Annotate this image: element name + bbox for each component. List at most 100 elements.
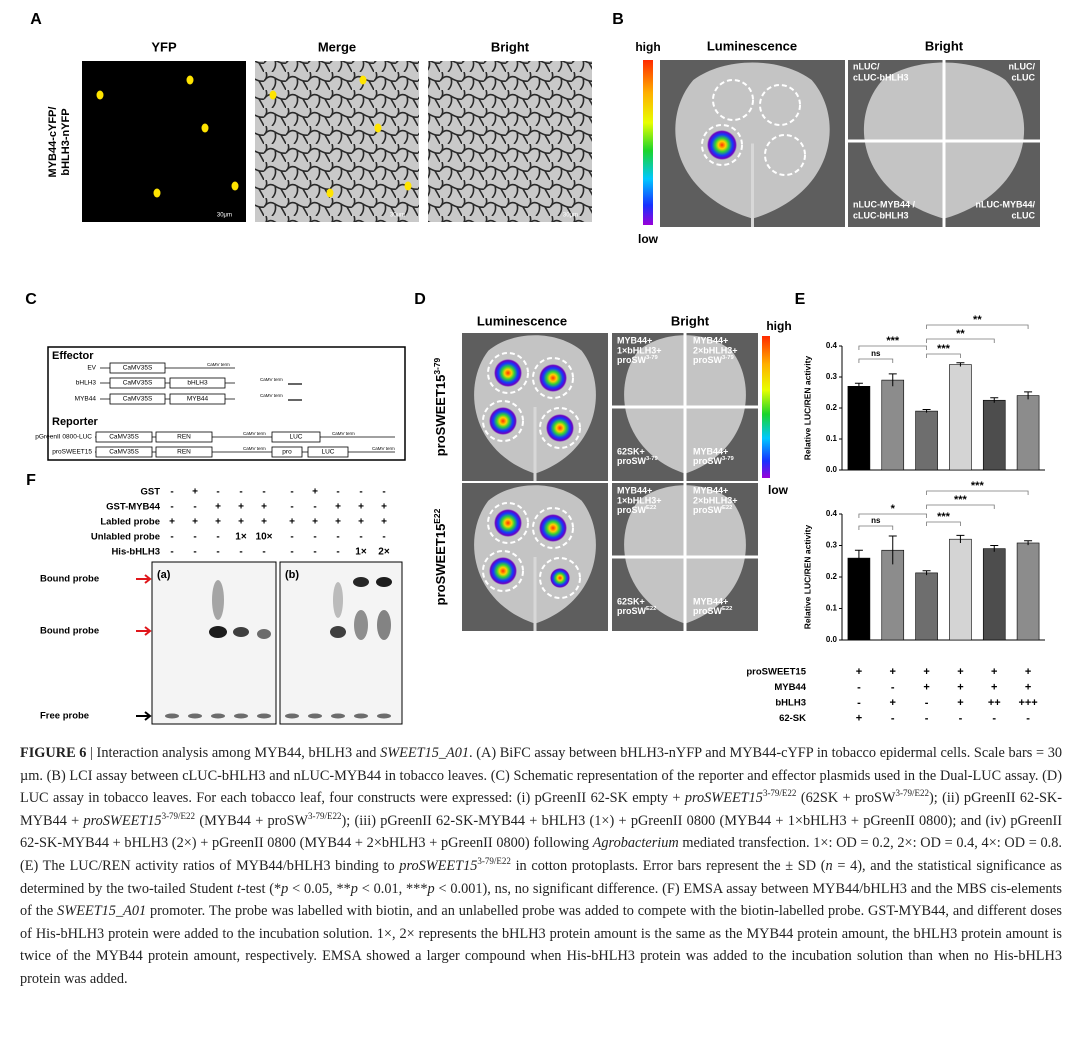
gel-band [257,713,271,719]
gel-band [212,580,224,620]
bar [881,379,905,471]
condition-cell: + [890,666,896,678]
yfp-signal [326,188,334,198]
quadrant-label: MYB44+ [693,596,728,606]
column-title: YFP [151,39,177,54]
quadrant-label-base: proSW [693,456,723,466]
yfp-signal [269,90,277,100]
significance-bracket [926,504,995,509]
gel-band [354,713,368,719]
row-label-text: proSWEET15E22 [432,508,448,605]
caption-text: 3-79/E22 [161,811,196,822]
terminator-label: CaMV term [332,431,355,436]
error-bar [854,549,863,566]
luminescence-signal [494,509,522,537]
yfp-signal [96,90,104,100]
construct-part-label: CaMV35S [109,434,139,441]
construct-part [169,377,226,389]
significance-bracket [926,324,1029,329]
construct-part [271,446,303,458]
construct-part-label: CaMV35S [123,396,153,403]
condition-cell: + [991,666,997,678]
quadrant-label: MYB44+ [693,446,728,456]
condition-cell: - [170,487,173,498]
marker-arrow [136,626,152,636]
quadrant-label-sup: E22 [722,606,733,612]
caption-text: | Interaction analysis among MYB44, bHLH… [86,745,381,761]
y-tick-label: 0.4 [826,341,838,350]
gel-label: (b) [285,569,299,581]
micrograph [82,61,246,222]
band-marker: Bound probe [40,626,99,637]
quadrant-label-base: proSW [617,606,647,616]
y-axis-title: Relative LUC/REN activity [802,356,812,461]
gel-band [308,713,322,719]
caption-text: 3-79/E22 [308,811,342,822]
caption-text: = 4), and the statistical significance a… [20,857,1062,897]
caption-text: FIGURE 6 [20,745,87,761]
caption-text: proSWEET15 [83,812,162,829]
significance-bracket [858,358,894,363]
significance-bracket [858,345,927,350]
condition-cell: + [335,502,341,513]
column-title: Bright [925,38,964,53]
quadrant-label-sup: 3-79 [646,456,658,462]
condition-cell: - [336,532,339,543]
caption-text: proSWEET15 [684,790,763,807]
bar [847,557,871,641]
yfp-signal [186,75,194,85]
error-bar [854,382,863,390]
y-tick-label: 0.3 [826,541,838,550]
caption-text: 3-79/E22 [762,788,797,799]
condition-cell: - [193,502,196,513]
yfp-signal [359,75,367,85]
quadrant-label-sup: 3-79 [646,355,658,361]
row-label: MYB44-cYFP/bHLH3-nYFP [47,107,72,178]
construct-part [169,393,226,405]
gel-band [257,629,271,639]
row-label-text-sup: E22 [432,508,442,523]
yfp-signal [231,181,239,191]
luminescence-signal [489,557,517,585]
condition-cell: - [193,547,196,558]
y-tick-label: 0.2 [826,403,838,412]
quadrant-label-sup: 3-79 [722,355,734,361]
significance-label: * [891,503,896,515]
condition-cell: +++ [1018,697,1037,709]
infiltration-circle [482,400,524,442]
infiltration-circle [532,507,574,549]
caption-text: t [236,880,241,897]
condition-cell: - [216,547,219,558]
construct-part-label: REN [177,434,191,441]
condition-cell: - [313,502,316,513]
panel-label: D [414,291,426,308]
condition-cell: + [289,517,295,528]
luminescence-signal [489,407,517,435]
terminator-label: CaMV term [260,377,283,382]
yfp-signal [153,188,161,198]
construct-part [109,393,166,405]
caption-text: 3-79/E22 [895,788,929,799]
y-axis-title-text: Relative LUC/REN activity [802,525,812,630]
infiltration-circle [701,124,743,166]
condition-label: bHLH3 [775,698,806,709]
construct-part [307,446,349,458]
colorbar-label: high [635,40,660,54]
condition-cell: + [312,487,318,498]
quadrant-label: MYB44+ [693,485,728,495]
row-label-line: bHLH3-nYFP [60,108,72,175]
quadrant-label: MYB44+ [617,335,652,345]
condition-cell: + [381,517,387,528]
panel-label: A [30,11,42,28]
condition-cell: - [382,487,385,498]
condition-cell: 10× [256,532,273,543]
caption-text: ); (ii) pGreenII 62-SK-MYB44 + [20,790,1062,829]
condition-cell: - [290,502,293,513]
quadrant-label: proSWE22 [693,606,733,617]
panel-label: F [26,472,36,489]
construct-name: pGreenII 0800-LUC [35,434,92,441]
condition-cell: 2× [378,547,390,558]
significance-label: ** [973,314,982,326]
construct-part-label: LUC [321,449,334,456]
construct-name: proSWEET15 [52,449,92,456]
